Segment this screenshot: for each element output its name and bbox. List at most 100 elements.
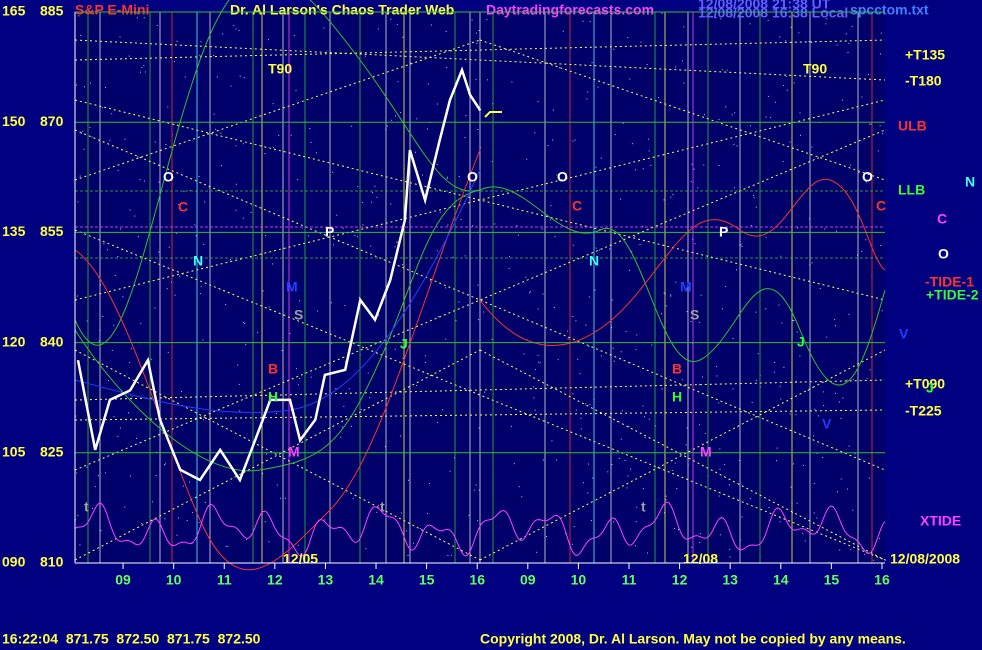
star <box>597 86 599 88</box>
star <box>143 17 145 19</box>
star <box>573 526 575 528</box>
star <box>873 559 875 561</box>
star <box>861 96 863 98</box>
star <box>357 186 359 188</box>
y2-tick-label: 150 <box>2 113 26 129</box>
star <box>369 397 371 399</box>
star <box>826 336 828 338</box>
star <box>767 95 769 97</box>
star <box>884 559 886 561</box>
star <box>164 463 166 465</box>
star <box>765 308 767 310</box>
star <box>262 290 264 292</box>
star <box>140 71 142 73</box>
star <box>753 197 755 199</box>
star <box>396 23 398 25</box>
star <box>729 556 731 558</box>
star <box>94 486 96 488</box>
star <box>572 244 574 246</box>
star <box>364 55 366 57</box>
star <box>869 369 871 371</box>
star <box>119 427 121 429</box>
annotation: J <box>797 334 805 350</box>
star <box>401 264 403 266</box>
star <box>400 435 402 437</box>
star <box>674 462 676 464</box>
star <box>408 479 410 481</box>
star <box>567 330 569 332</box>
star <box>842 99 844 101</box>
star <box>646 64 648 66</box>
star <box>718 402 720 404</box>
annotation: M <box>288 444 300 460</box>
star <box>591 62 593 64</box>
star <box>550 205 552 207</box>
star <box>129 362 131 364</box>
star <box>552 139 554 141</box>
star <box>76 295 78 297</box>
star <box>155 474 157 476</box>
star <box>98 340 100 342</box>
star <box>107 380 109 382</box>
star <box>396 241 398 243</box>
star <box>611 464 613 466</box>
star <box>733 143 735 145</box>
star <box>449 470 451 472</box>
star <box>803 464 805 466</box>
star <box>816 452 818 454</box>
star <box>174 294 176 296</box>
star <box>384 445 386 447</box>
price-line <box>76 66 482 483</box>
star <box>598 249 600 251</box>
annotation: +T090 <box>905 376 945 392</box>
star <box>310 141 312 143</box>
y2-tick-label: 120 <box>2 333 26 349</box>
star <box>728 484 730 486</box>
star <box>636 506 638 508</box>
star <box>644 437 646 439</box>
star <box>128 55 130 57</box>
star <box>590 520 592 522</box>
star <box>579 373 581 375</box>
star <box>295 368 297 370</box>
star <box>436 422 438 424</box>
star <box>663 292 665 294</box>
star <box>685 444 687 446</box>
star <box>377 504 379 506</box>
star <box>536 551 538 553</box>
star <box>534 368 536 370</box>
star <box>76 472 78 474</box>
star <box>870 123 872 125</box>
star <box>813 435 815 437</box>
star <box>778 304 780 306</box>
cycle-line <box>74 229 886 561</box>
star <box>238 383 240 385</box>
star <box>239 75 241 77</box>
x-tick-label: 15 <box>419 572 435 588</box>
star <box>718 119 720 121</box>
star <box>753 195 755 197</box>
star <box>80 133 82 135</box>
star <box>89 126 91 128</box>
star <box>588 346 590 348</box>
star <box>574 139 576 141</box>
star <box>182 485 184 487</box>
star <box>154 141 156 143</box>
star <box>336 214 338 216</box>
star <box>445 287 447 289</box>
x-tick-label: 14 <box>368 572 384 588</box>
star <box>390 203 392 205</box>
annotation: O <box>467 169 478 185</box>
annotation: S <box>294 307 303 323</box>
annotation: B <box>672 361 682 377</box>
star <box>879 125 881 127</box>
star <box>611 327 613 329</box>
star <box>585 403 587 405</box>
star <box>77 201 79 203</box>
annotation: -T225 <box>905 403 942 419</box>
star <box>447 224 449 226</box>
star <box>164 464 166 466</box>
star <box>663 512 665 514</box>
star <box>836 230 838 232</box>
star <box>124 138 126 140</box>
